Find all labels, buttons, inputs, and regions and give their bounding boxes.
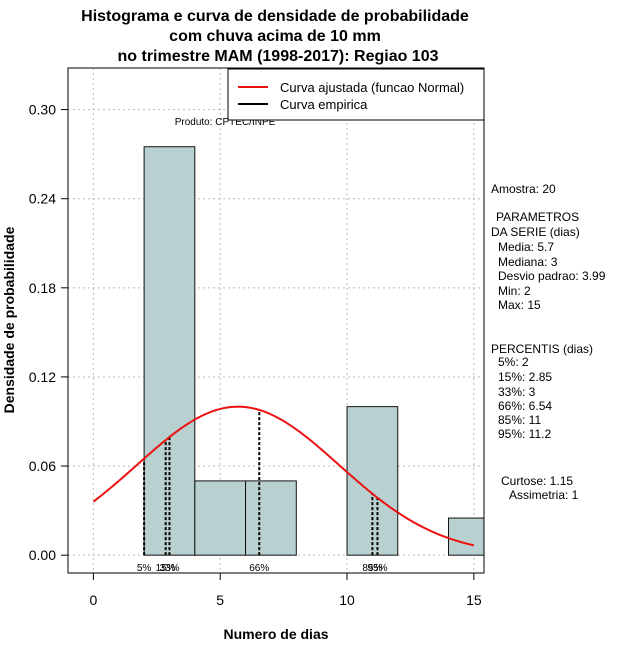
y-axis: 0.00 0.06 0.12 0.18 0.24 0.30 — [29, 102, 69, 563]
stat-p15: 15%: 2.85 — [498, 370, 552, 384]
stat-param-header-1: PARAMETROS — [496, 210, 579, 224]
percentile-marker-1: 15% — [156, 563, 176, 574]
title-line-1: Histograma e curva de densidade de proba… — [81, 8, 469, 25]
percentile-marker-3: 66% — [249, 563, 269, 574]
y-tick-label-3: 0.18 — [29, 280, 56, 296]
stat-desvio: Desvio padrao: 3.99 — [498, 269, 606, 283]
percentile-marker-2: 33% — [159, 563, 179, 574]
legend-box — [227, 68, 485, 121]
stat-min: Min: 2 — [498, 284, 531, 298]
percentile-marker-4: 85% — [362, 563, 382, 574]
legend-label-fitted: Curva ajustada (funcao Normal) — [280, 80, 464, 95]
percentile-marker-5: 95% — [367, 563, 387, 574]
x-axis-label: Numero de dias — [223, 626, 328, 642]
x-tick-label-3: 15 — [466, 592, 482, 608]
stat-p85: 85%: 11 — [498, 413, 541, 427]
legend: Curva ajustada (funcao Normal) Curva emp… — [227, 68, 485, 121]
x-axis: 0 5 10 15 — [89, 572, 482, 608]
stat-p95: 95%: 11.2 — [498, 427, 551, 441]
title-line-3: no trimestre MAM (1998-2017): Regiao 103 — [118, 48, 439, 65]
histogram-bar-4 — [346, 406, 399, 556]
normal-curve — [92, 405, 475, 547]
histogram-bar-2 — [245, 480, 297, 556]
stat-amostra: Amostra: 20 — [491, 182, 556, 196]
y-tick-label-4: 0.24 — [29, 191, 56, 207]
chart-title: Histograma e curva de densidade de proba… — [81, 8, 469, 65]
stat-mediana: Mediana: 3 — [498, 255, 558, 269]
title-line-2: com chuva acima de 10 mm — [169, 28, 381, 45]
y-tick-label-5: 0.30 — [29, 102, 56, 118]
stat-curtose: Curtose: 1.15 — [501, 474, 573, 488]
stat-param-header-2: DA SERIE (dias) — [491, 225, 580, 239]
stat-p66: 66%: 6.54 — [498, 399, 552, 413]
percentile-markers: 5% 15%33% 66% 85%95% — [137, 563, 388, 574]
x-tick-label-0: 0 — [89, 592, 97, 608]
histogram-bar-6 — [447, 517, 485, 556]
stat-p5: 5%: 2 — [498, 355, 529, 369]
x-tick-label-1: 5 — [216, 592, 224, 608]
stat-media: Media: 5.7 — [498, 240, 554, 254]
legend-label-empirical: Curva empirica — [280, 97, 368, 112]
stat-assimetria: Assimetria: 1 — [509, 488, 579, 502]
y-axis-label: Densidade de probabilidade — [1, 226, 17, 413]
percentile-marker-0: 5% — [137, 563, 152, 574]
stat-max: Max: 15 — [498, 298, 541, 312]
histogram-bar-1 — [194, 480, 247, 556]
histogram-bars — [143, 146, 485, 556]
y-tick-label-0: 0.00 — [29, 547, 56, 563]
percentile-lines — [143, 409, 379, 556]
stat-p33: 33%: 3 — [498, 385, 536, 399]
statistics-panel: Amostra: 20 PARAMETROS DA SERIE (dias) M… — [491, 182, 606, 502]
histogram-bar-0 — [143, 146, 196, 556]
stat-percentis-header: PERCENTIS (dias) — [491, 342, 593, 356]
y-tick-label-2: 0.12 — [29, 369, 56, 385]
x-tick-label-2: 10 — [339, 592, 355, 608]
y-tick-label-1: 0.06 — [29, 458, 56, 474]
credit-text: Produto: CPTEC/INPE — [175, 117, 276, 128]
